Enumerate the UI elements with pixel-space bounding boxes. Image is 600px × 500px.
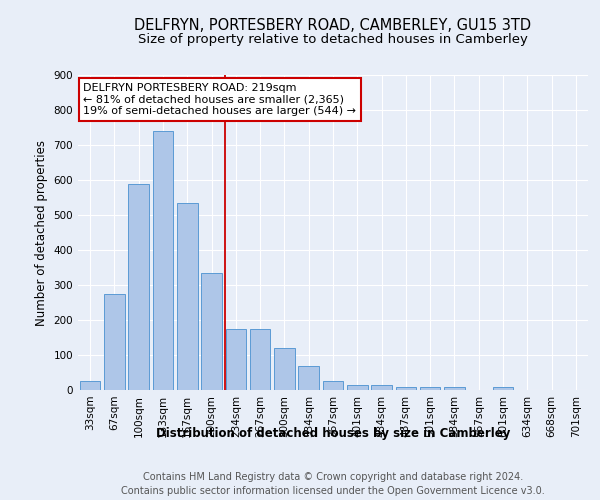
Bar: [323, 381, 343, 390]
Bar: [298, 366, 319, 390]
Bar: [347, 385, 368, 390]
Bar: [250, 329, 271, 390]
Text: Distribution of detached houses by size in Camberley: Distribution of detached houses by size …: [156, 428, 510, 440]
Y-axis label: Number of detached properties: Number of detached properties: [35, 140, 48, 326]
Bar: [395, 386, 416, 390]
Bar: [80, 380, 100, 390]
Bar: [226, 329, 246, 390]
Bar: [104, 294, 125, 390]
Bar: [420, 386, 440, 390]
Bar: [177, 203, 197, 390]
Bar: [152, 131, 173, 390]
Bar: [444, 387, 465, 390]
Text: Contains HM Land Registry data © Crown copyright and database right 2024.
Contai: Contains HM Land Registry data © Crown c…: [121, 472, 545, 496]
Bar: [201, 273, 222, 390]
Bar: [493, 386, 514, 390]
Bar: [371, 385, 392, 390]
Bar: [128, 184, 149, 390]
Text: DELFRYN, PORTESBERY ROAD, CAMBERLEY, GU15 3TD: DELFRYN, PORTESBERY ROAD, CAMBERLEY, GU1…: [134, 18, 532, 32]
Text: DELFRYN PORTESBERY ROAD: 219sqm
← 81% of detached houses are smaller (2,365)
19%: DELFRYN PORTESBERY ROAD: 219sqm ← 81% of…: [83, 83, 356, 116]
Text: Size of property relative to detached houses in Camberley: Size of property relative to detached ho…: [138, 32, 528, 46]
Bar: [274, 348, 295, 390]
